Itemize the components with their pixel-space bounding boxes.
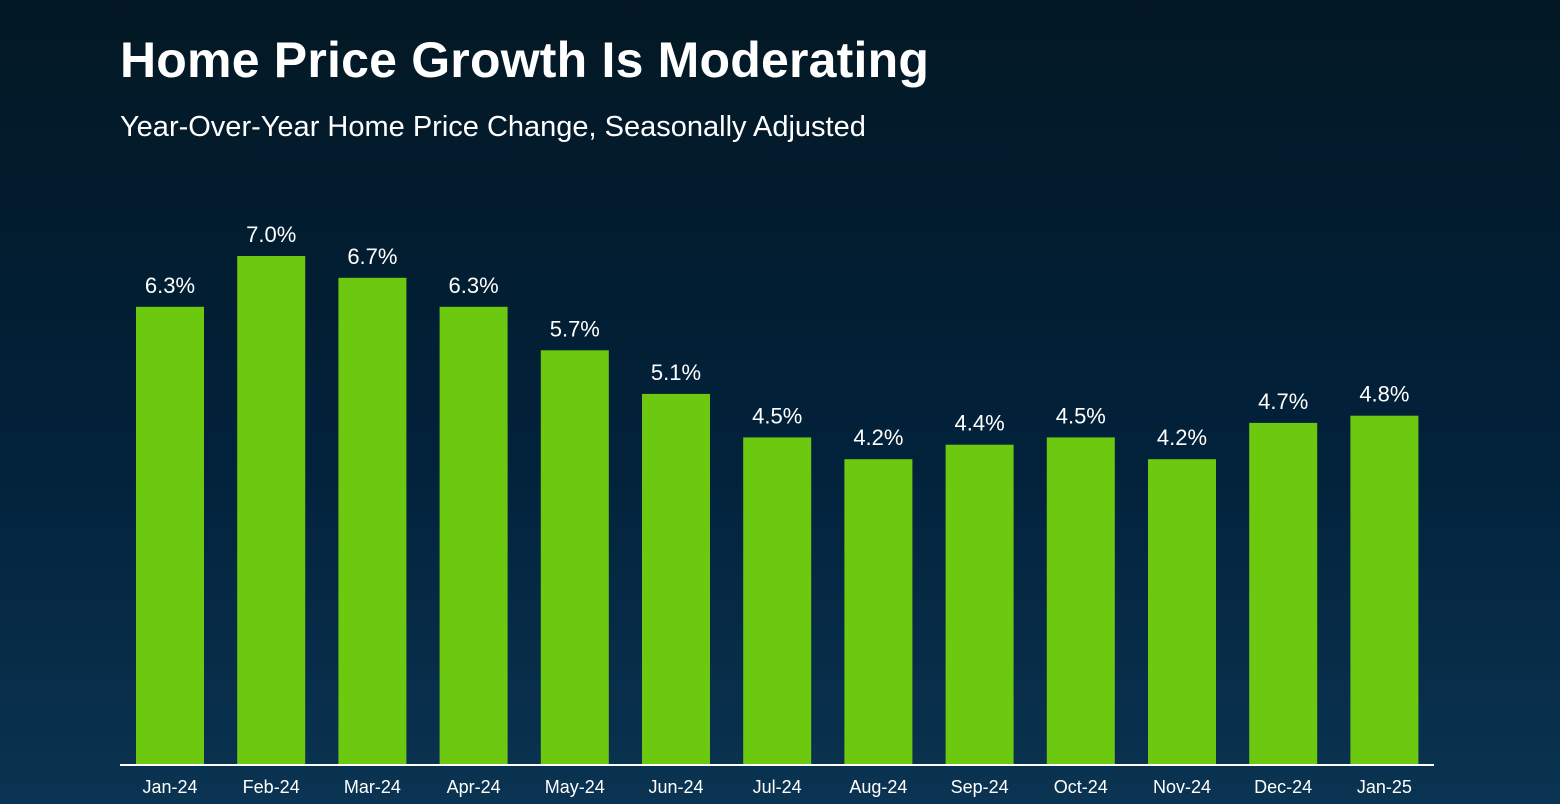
data-label: 6.3% [145, 273, 195, 298]
data-label: 6.3% [449, 273, 499, 298]
x-tick-label: Jun-24 [648, 777, 703, 797]
bar-jan-25 [1350, 415, 1419, 764]
x-tick-label: Aug-24 [849, 777, 907, 797]
data-label: 5.7% [550, 316, 600, 341]
bar-feb-24 [237, 256, 306, 764]
x-tick-label: Mar-24 [344, 777, 401, 797]
x-tick-label: Nov-24 [1153, 777, 1211, 797]
data-label: 4.5% [752, 403, 802, 428]
x-tick-label: Sep-24 [951, 777, 1009, 797]
data-label: 4.4% [955, 411, 1005, 436]
data-label: 4.5% [1056, 403, 1106, 428]
data-label: 4.7% [1258, 389, 1308, 414]
x-tick-label: Jan-25 [1357, 777, 1412, 797]
bar-may-24 [540, 350, 609, 764]
chart-subtitle: Year-Over-Year Home Price Change, Season… [120, 111, 866, 143]
bar-aug-24 [844, 459, 913, 764]
bar-jun-24 [642, 393, 710, 764]
data-label: 4.2% [1157, 425, 1207, 450]
data-label: 6.7% [347, 244, 397, 269]
bar-jan-24 [136, 306, 204, 764]
x-tick-label: Feb-24 [243, 777, 300, 797]
bar-dec-24 [1249, 422, 1318, 764]
chart-title: Home Price Growth Is Moderating [120, 32, 930, 88]
bar-jul-24 [743, 437, 812, 764]
bar-nov-24 [1148, 459, 1216, 764]
x-tick-label: Dec-24 [1254, 777, 1312, 797]
x-tick-label: Apr-24 [447, 777, 501, 797]
x-tick-label: Jan-24 [142, 777, 197, 797]
x-tick-label: Oct-24 [1054, 777, 1108, 797]
data-label: 7.0% [246, 222, 296, 247]
bar-apr-24 [439, 306, 508, 764]
bar-sep-24 [945, 444, 1014, 764]
x-tick-label: May-24 [545, 777, 605, 797]
bar-mar-24 [338, 277, 407, 764]
data-label: 5.1% [651, 360, 701, 385]
bar-oct-24 [1046, 437, 1115, 764]
data-label: 4.8% [1359, 382, 1409, 407]
data-label: 4.2% [853, 425, 903, 450]
x-tick-label: Jul-24 [753, 777, 802, 797]
